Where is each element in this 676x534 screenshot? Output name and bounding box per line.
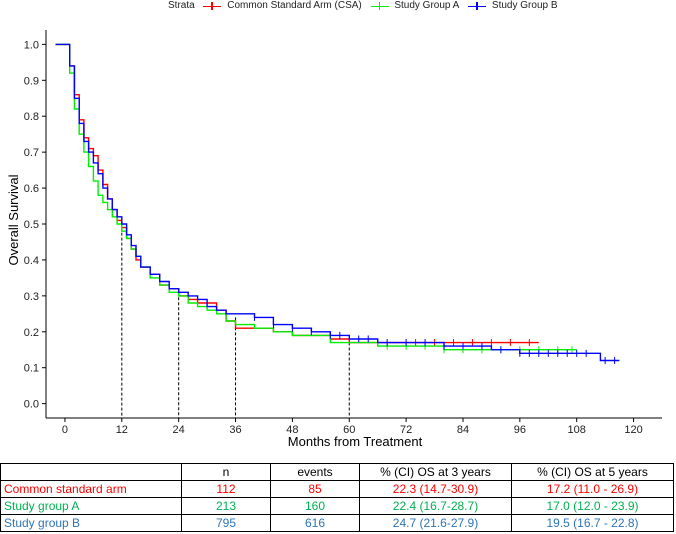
row-label: Study group A <box>0 497 182 515</box>
table-row: Common standard arm 112 85 22.3 (14.7-30… <box>0 480 674 498</box>
table-header-cell: % (CI) OS at 3 years <box>359 463 512 481</box>
table-row: Study group B 795 616 24.7 (21.6-27.9) 1… <box>0 514 674 532</box>
os-3yr-cell: 22.3 (14.7-30.9) <box>359 480 512 498</box>
legend-title: Strata <box>168 0 195 11</box>
reference-lines <box>121 227 350 418</box>
y-tick-label: 0.3 <box>24 291 39 303</box>
y-tick-label: 0.9 <box>24 75 39 87</box>
y-axis-label: Overall Survival <box>6 174 21 265</box>
table-header-cell: n <box>181 463 271 481</box>
legend-swatch-group-b <box>468 1 487 11</box>
survival-curve-2 <box>55 43 620 362</box>
y-tick-label: 0.5 <box>24 219 39 231</box>
n-cell: 112 <box>181 480 271 498</box>
summary-table: n events % (CI) OS at 3 years % (CI) OS … <box>0 463 674 532</box>
n-cell: 795 <box>181 514 271 532</box>
x-tick-label: 36 <box>229 424 241 436</box>
os-5yr-cell: 17.2 (11.0 - 26.9) <box>511 480 674 498</box>
legend: Strata Common Standard Arm (CSA) Study G… <box>168 0 558 14</box>
table-row: Study group A 213 160 22.4 (16.7-28.7) 1… <box>0 497 674 515</box>
legend-label-group-a: Study Group A <box>394 0 460 11</box>
legend-label-csa: Common Standard Arm (CSA) <box>227 0 362 11</box>
y-tick-label: 0.2 <box>24 327 39 339</box>
y-tick-label: 0.7 <box>24 147 39 159</box>
x-tick-label: 24 <box>173 424 185 436</box>
row-label: Common standard arm <box>0 480 182 498</box>
survival-curve-1 <box>55 43 577 351</box>
table-header-cell: % (CI) OS at 5 years <box>511 463 674 481</box>
y-tick-label: 1.0 <box>24 39 39 51</box>
os-5yr-cell: 17.0 (12.0 - 23.9) <box>511 497 674 515</box>
axes: 0.0 0.1 0.2 0.3 0.4 0.5 0.6 0.7 0.8 0.9 1.0 0 12 24 36… <box>24 30 662 436</box>
survival-curves <box>55 43 620 365</box>
x-tick-label: 60 <box>343 424 355 436</box>
survival-chart: 0.0 0.1 0.2 0.3 0.4 0.5 0.6 0.7 0.8 0.9 1.0 0 12 24 36… <box>6 30 662 449</box>
table-header-row: n events % (CI) OS at 3 years % (CI) OS … <box>0 463 674 481</box>
x-tick-label: 12 <box>116 424 128 436</box>
y-tick-label: 0.8 <box>24 111 39 123</box>
x-tick-label: 0 <box>62 424 68 436</box>
y-tick-label: 0.1 <box>24 363 39 375</box>
legend-label-group-b: Study Group B <box>491 0 558 11</box>
n-cell: 213 <box>181 497 271 515</box>
x-tick-label: 72 <box>400 424 412 436</box>
row-label: Study group B <box>0 514 182 532</box>
legend-swatch-group-a <box>370 1 389 11</box>
x-axis-label: Months from Treatment <box>288 434 423 449</box>
x-tick-label: 84 <box>457 424 469 436</box>
x-tick-label: 48 <box>286 424 298 436</box>
events-cell: 616 <box>270 514 360 532</box>
table-header-cell <box>0 463 182 481</box>
x-tick-label: 120 <box>624 424 642 436</box>
legend-swatch-csa <box>203 1 222 11</box>
events-cell: 160 <box>270 497 360 515</box>
y-tick-label: 0.6 <box>24 183 39 195</box>
y-tick-label: 0.0 <box>24 399 39 411</box>
x-tick-label: 96 <box>514 424 526 436</box>
survival-curve-0 <box>55 43 539 344</box>
os-5yr-cell: 19.5 (16.7 - 22.8) <box>511 514 674 532</box>
os-3yr-cell: 22.4 (16.7-28.7) <box>359 497 512 515</box>
table-header-cell: events <box>270 463 360 481</box>
os-3yr-cell: 24.7 (21.6-27.9) <box>359 514 512 532</box>
x-tick-label: 108 <box>568 424 586 436</box>
events-cell: 85 <box>270 480 360 498</box>
y-tick-label: 0.4 <box>24 255 39 267</box>
